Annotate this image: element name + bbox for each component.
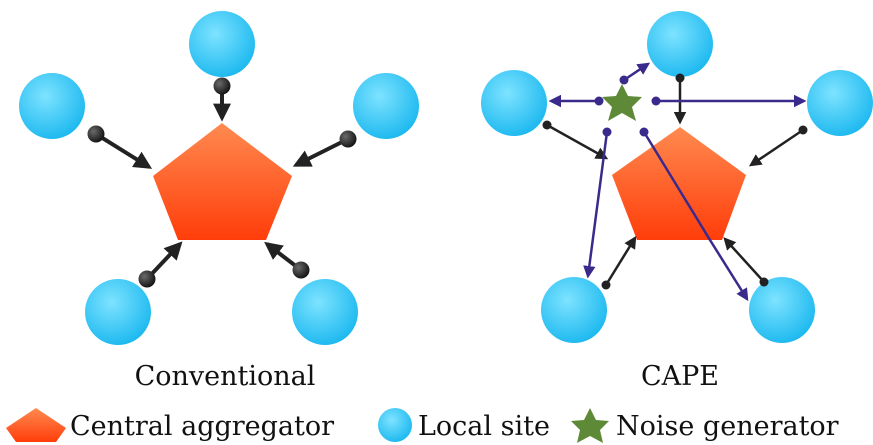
cape-site-bottom-left xyxy=(541,277,607,343)
star-icon xyxy=(571,408,609,443)
cape-arrow-top xyxy=(673,73,687,125)
conventional-site-right xyxy=(353,73,419,139)
conventional-site-left xyxy=(19,73,85,139)
cape-noise-arrow-right xyxy=(651,94,807,108)
legend-aggregator-label: Central aggregator xyxy=(70,411,334,442)
cape-noise-arrow-top xyxy=(619,62,651,85)
conventional-site-top xyxy=(189,11,255,77)
legend-item-aggregator: Central aggregator xyxy=(6,408,334,442)
conventional-arrow-bottom-left xyxy=(138,241,183,288)
circle-icon xyxy=(378,408,412,442)
conventional-arrow-right xyxy=(292,130,357,167)
conventional-arrow-left xyxy=(87,125,153,169)
conventional-arrow-bottom-right xyxy=(264,241,310,279)
cape-noise-arrow-bottom-right xyxy=(639,127,749,302)
conventional-central-aggregator xyxy=(153,123,292,240)
cape-noise-generator xyxy=(602,84,642,121)
conventional-panel: Conventional xyxy=(19,11,419,392)
conventional-site-bottom-right xyxy=(292,279,358,345)
cape-central-aggregator xyxy=(612,127,746,240)
legend: Central aggregator Local site Noise gene… xyxy=(6,408,839,443)
cape-site-bottom-right xyxy=(749,277,815,343)
cape-arrow-right xyxy=(748,125,808,167)
cape-site-top xyxy=(647,11,713,77)
legend-site-label: Local site xyxy=(418,411,550,442)
cape-noise-arrow-bottom-left xyxy=(583,127,612,279)
legend-noise-label: Noise generator xyxy=(616,411,839,442)
cape-arrow-left xyxy=(542,120,609,160)
conventional-site-bottom-left xyxy=(85,279,151,345)
cape-caption: CAPE xyxy=(641,361,719,392)
cape-arrow-bottom-right xyxy=(723,237,769,287)
legend-item-site: Local site xyxy=(378,408,550,442)
cape-panel: CAPE xyxy=(481,11,873,392)
conventional-arrow-top xyxy=(213,77,231,122)
legend-item-noise: Noise generator xyxy=(571,408,839,443)
cape-site-left xyxy=(481,70,547,136)
cape-arrow-bottom-left xyxy=(601,235,637,290)
pentagon-icon xyxy=(6,408,66,442)
conventional-caption: Conventional xyxy=(135,361,316,392)
cape-site-right xyxy=(807,70,873,136)
cape-noise-arrow-left xyxy=(548,94,604,108)
